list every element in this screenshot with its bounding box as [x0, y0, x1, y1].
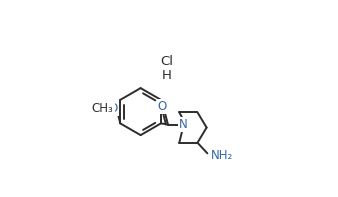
Text: Cl: Cl	[161, 55, 174, 68]
Text: CH₃: CH₃	[92, 102, 114, 115]
Text: H: H	[162, 69, 172, 82]
Text: O: O	[158, 100, 167, 113]
Text: NH₂: NH₂	[210, 149, 233, 162]
Text: O: O	[109, 102, 118, 115]
Text: N: N	[179, 118, 188, 131]
